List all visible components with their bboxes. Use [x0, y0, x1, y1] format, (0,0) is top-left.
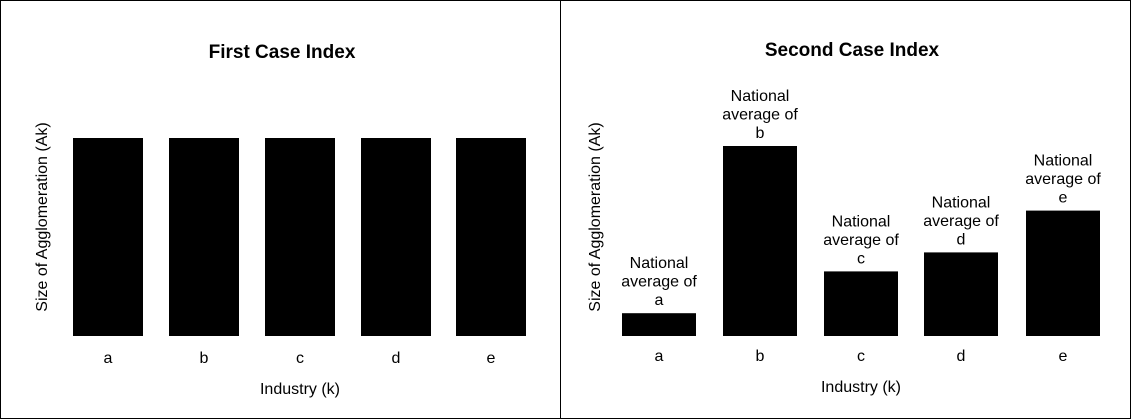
- x-tick-label-b: b: [756, 348, 765, 365]
- y-axis-label: Size of Agglomeration (Ak): [34, 122, 51, 311]
- bar-d: [361, 138, 431, 336]
- bar-data-label-line: average of: [923, 213, 999, 230]
- first-case-chart: First Case Index Size of Agglomeration (…: [34, 42, 526, 398]
- x-tick-label-e: e: [1059, 348, 1068, 365]
- x-axis-label: Industry (k): [260, 381, 340, 398]
- second-case-chart: Second Case Index Size of Agglomeration …: [587, 40, 1101, 396]
- bar-e: [1026, 210, 1100, 336]
- bar-b: [169, 138, 239, 336]
- bar-data-label-e: National average of e: [1025, 153, 1101, 207]
- chart-title: Second Case Index: [765, 40, 940, 61]
- bar-c: [824, 271, 898, 336]
- bar-d: [924, 252, 998, 336]
- bar-data-label-line: average of: [1025, 171, 1101, 188]
- bar-data-label-line: a: [655, 292, 664, 309]
- bar-data-label-a: National average of a: [621, 255, 697, 309]
- bar-data-label-line: National: [630, 255, 689, 272]
- bar-data-label-line: c: [857, 250, 865, 267]
- bar-a: [73, 138, 143, 336]
- bar-data-label-line: National: [932, 194, 991, 211]
- x-tick-label-a: a: [655, 348, 664, 365]
- bar-a: [622, 313, 696, 336]
- bar-data-label-line: National: [832, 213, 891, 230]
- bar-data-label-line: d: [957, 231, 966, 248]
- x-tick-label-a: a: [104, 350, 113, 367]
- x-tick-label-b: b: [200, 350, 209, 367]
- bar-data-label-line: National: [1034, 153, 1093, 170]
- x-tick-label-d: d: [957, 348, 966, 365]
- x-tick-label-c: c: [857, 348, 865, 365]
- x-tick-label-d: d: [392, 350, 401, 367]
- bar-data-label-line: average of: [823, 232, 899, 249]
- bar-data-label-line: b: [756, 125, 765, 142]
- bar-data-label-line: National: [731, 88, 790, 105]
- x-tick-label-e: e: [487, 350, 496, 367]
- bar-data-label-b: National average of b: [722, 88, 798, 142]
- bar-e: [456, 138, 526, 336]
- bar-data-label-line: average of: [621, 274, 697, 291]
- bar-data-label-line: e: [1059, 190, 1068, 207]
- y-axis-label: Size of Agglomeration (Ak): [587, 122, 604, 311]
- bar-data-label-c: National average of c: [823, 213, 899, 267]
- bar-b: [723, 146, 797, 336]
- x-tick-label-c: c: [296, 350, 304, 367]
- x-axis-label: Industry (k): [821, 379, 901, 396]
- bar-c: [265, 138, 335, 336]
- bar-data-label-d: National average of d: [923, 194, 999, 248]
- bar-data-label-line: average of: [722, 107, 798, 124]
- chart-title: First Case Index: [209, 42, 356, 63]
